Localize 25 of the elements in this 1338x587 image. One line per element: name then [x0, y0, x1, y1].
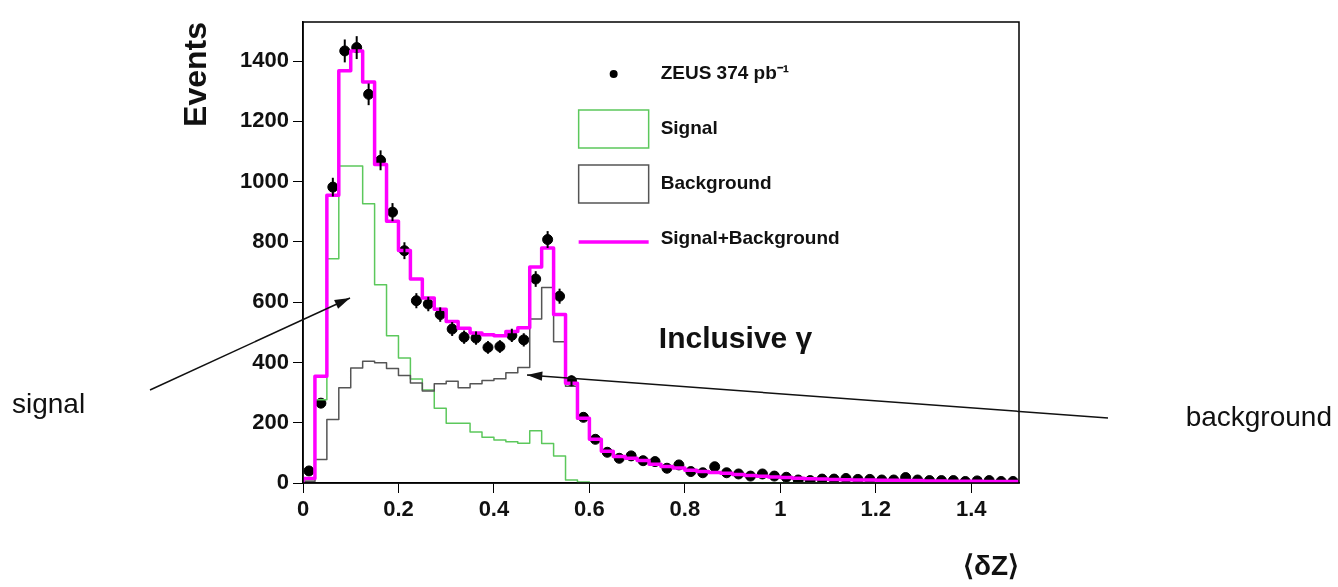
y-axis-title: Events: [176, 22, 213, 127]
y-tick-label: 1400: [240, 47, 289, 73]
y-tick-label: 600: [252, 288, 289, 314]
legend-label: Background: [660, 172, 772, 194]
y-tick-label: 800: [252, 228, 289, 254]
x-tick-label: 0.2: [383, 496, 414, 522]
legend-label: Signal: [660, 117, 718, 139]
x-tick-label: 1: [774, 496, 787, 522]
x-tick-label: 0.6: [574, 496, 605, 522]
annotation: Inclusive γ: [658, 321, 813, 355]
y-tick-label: 200: [252, 408, 289, 434]
y-tick-label: 400: [252, 348, 289, 374]
text: background: [1185, 400, 1332, 432]
x-tick-label: 1.4: [955, 496, 988, 522]
text: signal: [12, 387, 86, 419]
x-tick-label: 0: [296, 496, 310, 522]
x-tick-label: 1.2: [860, 496, 892, 522]
x-tick-label: 0.8: [669, 496, 701, 522]
y-tick-label: 1000: [240, 167, 289, 193]
x-axis-title: ⟨δZ⟩: [962, 550, 1019, 581]
y-tick-label: 1200: [240, 107, 289, 133]
legend-label: Signal+Background: [660, 227, 840, 249]
legend-label: ZEUS 374 pb⁻¹: [660, 62, 790, 84]
x-tick-label: 0.4: [478, 496, 510, 522]
y-tick-label: 0: [276, 469, 289, 495]
